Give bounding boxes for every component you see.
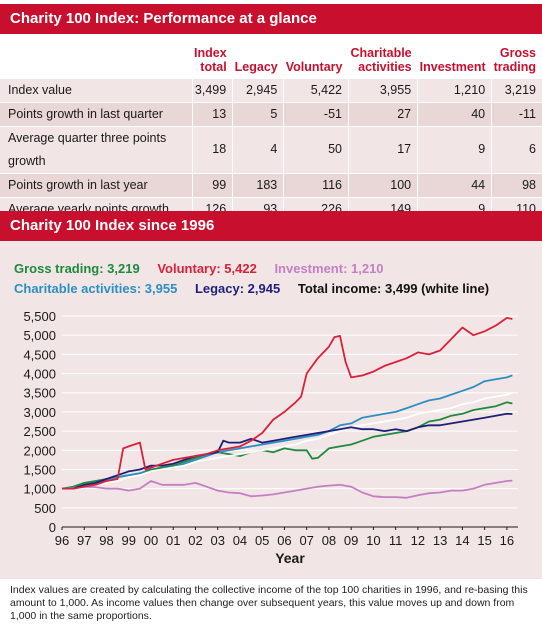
- y-tick-label: 4,000: [23, 367, 56, 382]
- y-tick-label: 4,500: [23, 347, 56, 362]
- table-cell: 9: [417, 125, 492, 173]
- index-chart-panel: Gross trading: 3,219 Voluntary: 5,422 In…: [0, 241, 542, 579]
- y-tick-label: 3,500: [23, 386, 56, 401]
- legend-legacy: Legacy: 2,945: [194, 281, 281, 296]
- x-tick-label: 00: [144, 533, 158, 548]
- x-tick-label: 13: [433, 533, 447, 548]
- chart-legend-row: Charitable activities: 3,955 Legacy: 2,9…: [14, 281, 503, 296]
- x-tick-label: 11: [389, 533, 403, 548]
- y-tick-label: 500: [34, 501, 56, 516]
- x-tick-label: 08: [322, 533, 336, 548]
- x-tick-label: 96: [55, 533, 69, 548]
- table-row: Points growth in last year 99 183 116 100 44 9…: [0, 172, 542, 197]
- y-tick-label: 3,000: [23, 405, 56, 420]
- table-cell: 18: [191, 125, 233, 173]
- performance-table: Index total Legacy Voluntary Charitable ac…: [0, 38, 542, 221]
- table-cell: 5: [232, 101, 284, 126]
- table-row: Index value 3,499 2,945 5,422 3,955 1,210 3,21…: [0, 77, 542, 102]
- table-cell: 2,945: [232, 77, 284, 102]
- y-tick-label: 2,500: [23, 424, 56, 439]
- x-tick-label: 01: [166, 533, 180, 548]
- x-tick-label: 06: [277, 533, 291, 548]
- table-cell: 183: [232, 172, 284, 197]
- table-cell: 6: [491, 125, 542, 173]
- y-tick-label: 1,000: [23, 482, 56, 497]
- table-cell: 13: [191, 101, 233, 126]
- y-tick-label: 1,500: [23, 462, 56, 477]
- x-tick-label: 02: [188, 533, 202, 548]
- x-tick-label: 12: [411, 533, 425, 548]
- y-tick-label: 2,000: [23, 443, 56, 458]
- table-cell: 1,210: [417, 77, 492, 102]
- index-chart-title: Charity 100 Index since 1996: [0, 211, 542, 241]
- x-axis-label: Year: [275, 550, 305, 566]
- table-cell: 40: [417, 101, 492, 126]
- legend-investment: Investment: 1,210: [274, 261, 384, 276]
- series-line-voluntary: [62, 317, 513, 490]
- table-row: Points growth in last quarter 13 5 -51 27 40-…: [0, 101, 542, 126]
- y-tick-label: 0: [49, 520, 56, 535]
- table-cell: 100: [347, 172, 418, 197]
- chart-footnote: Index values are created by calculating …: [10, 584, 528, 622]
- x-tick-label: 03: [210, 533, 224, 548]
- table-row-label: Points growth in last quarter: [0, 101, 193, 126]
- x-tick-label: 16: [500, 533, 514, 548]
- performance-panel-title: Charity 100 Index: Performance at a glan…: [0, 4, 542, 34]
- series-line-investment: [61, 479, 513, 499]
- chart-legend-row: Gross trading: 3,219 Voluntary: 5,422 In…: [14, 261, 398, 276]
- table-cell: 98: [491, 172, 542, 197]
- table-cell: -51: [283, 101, 349, 126]
- table-header-row: Index total Legacy Voluntary Charitable ac…: [0, 38, 542, 78]
- table-cell: 116: [283, 172, 349, 197]
- x-tick-label: 15: [477, 533, 491, 548]
- table-cell: 5,422: [283, 77, 349, 102]
- series-line-charitable-activities: [61, 374, 513, 490]
- table-column-header: Investment: [419, 59, 486, 74]
- line-chart: 05001,0001,5002,0002,5003,0003,5004,0004…: [23, 309, 518, 566]
- table-cell: 3,219: [491, 77, 542, 102]
- legend-charitable-activities: Charitable activities: 3,955: [14, 281, 178, 296]
- table-cell: 17: [347, 125, 418, 173]
- x-tick-label: 10: [366, 533, 380, 548]
- y-tick-label: 5,000: [23, 328, 56, 343]
- table-cell: 99: [191, 172, 233, 197]
- series-line-legacy: [62, 412, 513, 490]
- x-tick-label: 97: [77, 533, 91, 548]
- x-tick-label: 04: [233, 533, 247, 548]
- x-tick-label: 09: [344, 533, 358, 548]
- table-column-header: Charitable activities: [350, 45, 412, 74]
- table-row-label: Index value: [0, 77, 193, 102]
- table-cell: -11: [491, 101, 542, 126]
- x-tick-label: 99: [121, 533, 135, 548]
- table-column-header: Gross trading: [493, 45, 536, 74]
- legend-voluntary: Voluntary: 5,422: [157, 261, 257, 276]
- table-cell: 44: [417, 172, 492, 197]
- legend-total-income: Total income: 3,499 (white line): [297, 281, 490, 296]
- table-row-label: Points growth in last year: [0, 172, 193, 197]
- table-row-label: Average quarter three points growth: [0, 125, 193, 173]
- table-cell: 27: [347, 101, 418, 126]
- x-tick-label: 98: [99, 533, 113, 548]
- table-cell: 3,499: [191, 77, 233, 102]
- table-column-header: Voluntary: [285, 59, 343, 74]
- series-line-total-income: [61, 391, 513, 490]
- x-tick-label: 07: [299, 533, 313, 548]
- table-cell: 4: [232, 125, 284, 173]
- table-column-header: Legacy: [234, 59, 278, 74]
- legend-gross-trading: Gross trading: 3,219: [14, 261, 140, 276]
- x-tick-label: 14: [455, 533, 469, 548]
- table-row: Average quarter three points growth 18 4 50…: [0, 125, 542, 173]
- y-tick-label: 5,500: [23, 309, 56, 324]
- table-header-blank: [0, 38, 192, 78]
- table-cell: 50: [283, 125, 349, 173]
- x-tick-label: 05: [255, 533, 269, 548]
- table-cell: 3,955: [347, 77, 418, 102]
- table-column-header: Index total: [194, 45, 227, 74]
